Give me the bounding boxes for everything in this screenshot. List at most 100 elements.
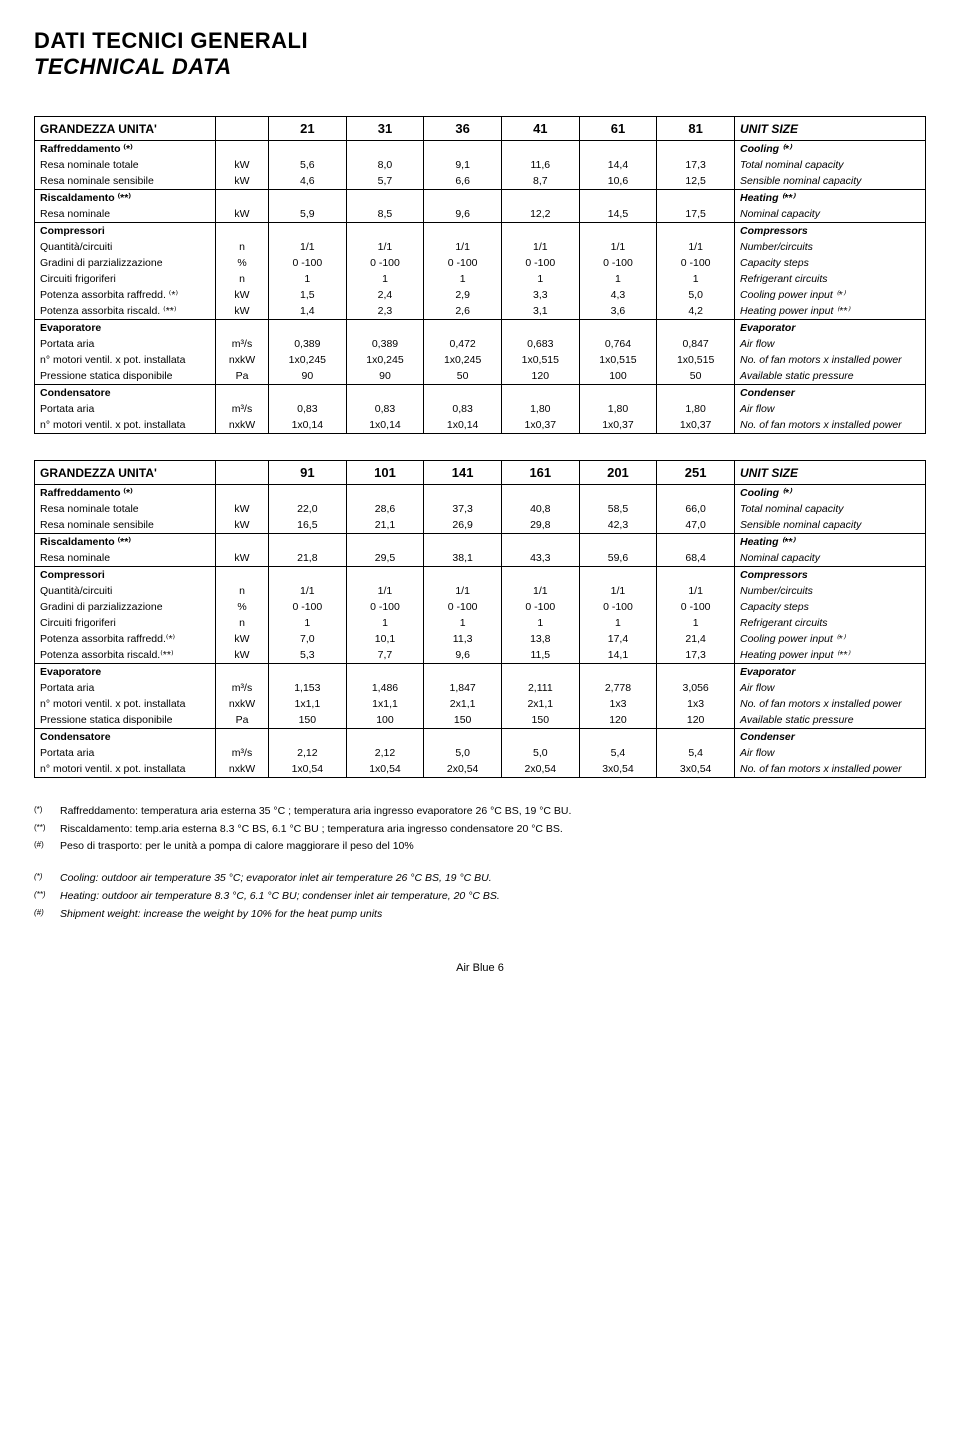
row-value: 1x0,37 bbox=[657, 417, 735, 434]
row-value: 5,0 bbox=[501, 745, 579, 761]
size-header: 161 bbox=[501, 461, 579, 485]
footnote-row: (*)Raffreddamento: temperatura aria este… bbox=[34, 804, 926, 822]
row-value: 0 -100 bbox=[501, 255, 579, 271]
footnote-text: Raffreddamento: temperatura aria esterna… bbox=[60, 804, 571, 822]
section-desc: Compressors bbox=[735, 223, 926, 240]
header-left: GRANDEZZA UNITA' bbox=[35, 461, 216, 485]
row-label: n° motori ventil. x pot. installata bbox=[35, 417, 216, 434]
section-blank bbox=[657, 567, 735, 584]
section-blank bbox=[579, 485, 657, 502]
row-value: 0 -100 bbox=[346, 255, 424, 271]
row-unit: n bbox=[216, 239, 269, 255]
size-header: 36 bbox=[424, 117, 502, 141]
section-label: Riscaldamento ⁽**⁾ bbox=[35, 190, 216, 207]
row-desc: Cooling power input ⁽*⁾ bbox=[735, 631, 926, 647]
footnote-text: Peso di trasporto: per le unità a pompa … bbox=[60, 839, 414, 857]
row-desc: Heating power input ⁽**⁾ bbox=[735, 303, 926, 320]
row-value: 1 bbox=[346, 615, 424, 631]
row-value: 11,5 bbox=[501, 647, 579, 664]
section-blank bbox=[501, 485, 579, 502]
row-value: 2,111 bbox=[501, 680, 579, 696]
row-unit: m³/s bbox=[216, 336, 269, 352]
row-value: 1x0,37 bbox=[501, 417, 579, 434]
row-value: 1 bbox=[424, 615, 502, 631]
row-label: Resa nominale totale bbox=[35, 157, 216, 173]
row-label: Potenza assorbita riscald. ⁽**⁾ bbox=[35, 303, 216, 320]
row-value: 1x0,14 bbox=[269, 417, 347, 434]
row-value: 1,5 bbox=[269, 287, 347, 303]
section-blank bbox=[501, 385, 579, 402]
section-blank bbox=[346, 320, 424, 337]
row-value: 1 bbox=[346, 271, 424, 287]
row-value: 1,80 bbox=[501, 401, 579, 417]
section-blank bbox=[424, 385, 502, 402]
row-value: 21,8 bbox=[269, 550, 347, 567]
section-blank bbox=[269, 729, 347, 746]
row-value: 3x0,54 bbox=[579, 761, 657, 778]
section-label: Condensatore bbox=[35, 385, 216, 402]
section-blank bbox=[579, 664, 657, 681]
row-value: 1 bbox=[579, 615, 657, 631]
size-header: 31 bbox=[346, 117, 424, 141]
row-value: 9,6 bbox=[424, 206, 502, 223]
section-blank bbox=[424, 485, 502, 502]
section-blank bbox=[579, 567, 657, 584]
footnote-sup: (**) bbox=[34, 889, 60, 907]
header-unit-blank bbox=[216, 117, 269, 141]
row-unit: Pa bbox=[216, 368, 269, 385]
section-desc: Heating ⁽**⁾ bbox=[735, 534, 926, 551]
row-value: 38,1 bbox=[424, 550, 502, 567]
row-value: 1 bbox=[269, 615, 347, 631]
section-blank bbox=[424, 729, 502, 746]
row-value: 11,3 bbox=[424, 631, 502, 647]
row-value: 37,3 bbox=[424, 501, 502, 517]
row-value: 17,5 bbox=[657, 206, 735, 223]
row-label: Portata aria bbox=[35, 680, 216, 696]
row-value: 5,4 bbox=[657, 745, 735, 761]
row-value: 16,5 bbox=[269, 517, 347, 534]
header-right: UNIT SIZE bbox=[735, 117, 926, 141]
row-value: 14,4 bbox=[579, 157, 657, 173]
section-blank bbox=[501, 141, 579, 158]
row-value: 1/1 bbox=[424, 239, 502, 255]
row-value: 3x0,54 bbox=[657, 761, 735, 778]
section-label: Evaporatore bbox=[35, 664, 216, 681]
row-value: 66,0 bbox=[657, 501, 735, 517]
section-unit-blank bbox=[216, 729, 269, 746]
row-desc: Refrigerant circuits bbox=[735, 271, 926, 287]
row-unit: kW bbox=[216, 206, 269, 223]
row-value: 2x0,54 bbox=[501, 761, 579, 778]
row-value: 0,83 bbox=[424, 401, 502, 417]
section-desc: Condenser bbox=[735, 385, 926, 402]
row-value: 59,6 bbox=[579, 550, 657, 567]
row-value: 2,3 bbox=[346, 303, 424, 320]
row-value: 0 -100 bbox=[269, 599, 347, 615]
section-blank bbox=[501, 664, 579, 681]
row-value: 8,5 bbox=[346, 206, 424, 223]
row-label: Quantità/circuiti bbox=[35, 239, 216, 255]
row-unit: kW bbox=[216, 173, 269, 190]
row-unit: n bbox=[216, 615, 269, 631]
row-value: 0 -100 bbox=[424, 255, 502, 271]
section-blank bbox=[579, 320, 657, 337]
row-desc: No. of fan motors x installed power bbox=[735, 761, 926, 778]
row-desc: No. of fan motors x installed power bbox=[735, 417, 926, 434]
footnote-row: (#)Shipment weight: increase the weight … bbox=[34, 907, 926, 925]
footnotes: (*)Raffreddamento: temperatura aria este… bbox=[34, 804, 926, 924]
row-value: 2,4 bbox=[346, 287, 424, 303]
row-unit: m³/s bbox=[216, 745, 269, 761]
section-label: Raffreddamento ⁽*⁾ bbox=[35, 141, 216, 158]
row-value: 1x0,14 bbox=[346, 417, 424, 434]
row-unit: kW bbox=[216, 517, 269, 534]
row-unit: nxkW bbox=[216, 761, 269, 778]
header-right: UNIT SIZE bbox=[735, 461, 926, 485]
row-value: 3,3 bbox=[501, 287, 579, 303]
row-unit: nxkW bbox=[216, 417, 269, 434]
title-main: DATI TECNICI GENERALI bbox=[34, 28, 926, 54]
row-desc: Refrigerant circuits bbox=[735, 615, 926, 631]
row-value: 1 bbox=[501, 615, 579, 631]
footnote-text: Shipment weight: increase the weight by … bbox=[60, 907, 382, 925]
row-value: 0 -100 bbox=[501, 599, 579, 615]
section-desc: Cooling ⁽*⁾ bbox=[735, 485, 926, 502]
size-header: 41 bbox=[501, 117, 579, 141]
